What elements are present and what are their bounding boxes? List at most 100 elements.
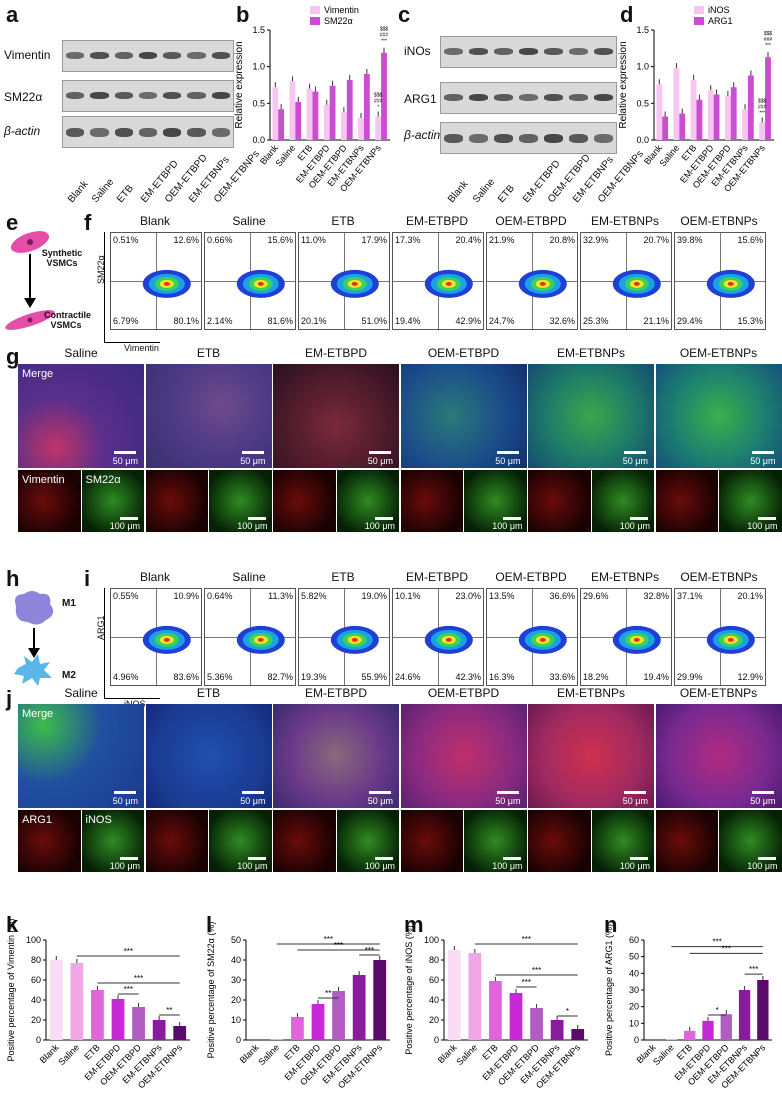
sig-label: *** [522, 935, 531, 944]
y-axis-label: Relative expression [234, 41, 245, 128]
blot-band [569, 48, 588, 55]
sig-label: *** [749, 965, 758, 974]
panel-label-a: a [6, 2, 19, 27]
panel-label-n: n [604, 912, 618, 937]
bar [724, 96, 731, 140]
quadrant-percent: 20.1% [737, 591, 763, 601]
sig-label: *** [365, 946, 374, 955]
arrow-down-icon [28, 648, 40, 658]
green-channel-image: 100 μm [591, 810, 654, 872]
blot-band [163, 92, 182, 99]
blot-band [187, 128, 206, 137]
sig-label: *** [381, 39, 387, 45]
flow-title: ETB [331, 214, 355, 228]
quadrant-percent: 32.8% [643, 591, 669, 601]
quadrant-percent: 19.3% [301, 672, 327, 682]
x-tick-label: Saline [651, 1042, 676, 1067]
blot-band [469, 94, 488, 101]
flow-plot: 39.8% 15.6% 29.4% 15.3% [674, 232, 766, 330]
y-tick-label: 0.5 [252, 98, 265, 108]
bar [323, 104, 330, 140]
quadrant-percent: 16.3% [489, 672, 515, 682]
bar [173, 1026, 187, 1040]
density-plot [330, 269, 379, 298]
y-tick-label: 40 [629, 968, 639, 978]
bar [91, 990, 104, 1040]
density-plot [706, 269, 755, 298]
bar [363, 74, 370, 140]
blot-band [187, 52, 206, 59]
quadrant-percent: 51.0% [361, 316, 387, 326]
flow-title: Blank [139, 570, 171, 584]
lane-label: ETB [114, 183, 136, 206]
density-contour [633, 637, 640, 642]
density-contour [163, 281, 170, 286]
flow-plot: 10.1% 23.0% 24.6% 42.3% [392, 588, 484, 686]
quadrant-percent: 17.3% [395, 235, 421, 245]
density-plot [424, 269, 473, 298]
green-channel-image: 100 μm iNOS [81, 810, 144, 872]
bar [713, 94, 720, 140]
quadrant-percent: 11.3% [268, 591, 293, 601]
quadrant-percent: 83.6% [173, 672, 199, 682]
sig-label: *** [124, 947, 133, 956]
y-tick-label: 1.0 [252, 62, 265, 72]
scale-label: 100 μm [747, 861, 778, 871]
flow-title: EM-ETBPD [405, 570, 468, 584]
bar [656, 84, 663, 140]
y-tick-label: 30 [231, 975, 241, 985]
panel-label-e: e [6, 210, 19, 235]
density-plot [518, 269, 567, 298]
quadrant-percent: 42.9% [455, 316, 481, 326]
diagram-e [5, 231, 55, 330]
bar [702, 1020, 714, 1040]
scale-bar [375, 857, 393, 860]
bar [278, 109, 285, 140]
scale-label: 50 μm [495, 796, 521, 806]
scale-label: 50 μm [622, 796, 648, 806]
bar [550, 1020, 564, 1040]
red-channel-image [400, 810, 463, 872]
density-contour [351, 281, 358, 286]
quadrant-percent: 20.1% [301, 316, 327, 326]
blot-band [494, 48, 513, 55]
quadrant-percent: 12.6% [173, 235, 199, 245]
bar [352, 975, 366, 1040]
scale-bar [502, 517, 521, 520]
merge-image: 50 μm [655, 364, 782, 468]
quadrant-percent: 15.6% [737, 235, 763, 245]
bar [673, 68, 680, 140]
legend-label: iNOS [708, 5, 730, 15]
bar [381, 52, 387, 140]
green-channel-image: 100 μm [209, 810, 272, 872]
panel-label-h: h [6, 566, 20, 591]
green-channel-image: 100 μm [719, 470, 782, 532]
bar [684, 1030, 696, 1040]
scale-label: 50 μm [240, 796, 266, 806]
sig-label: *** [712, 938, 721, 947]
bar [747, 75, 754, 140]
column-header: EM-ETBNPs [556, 686, 625, 700]
quadrant-percent: 42.3% [455, 672, 481, 682]
density-plot [142, 625, 191, 654]
m1-macrophage [15, 591, 54, 625]
blot-band [519, 48, 538, 55]
merge-label: Merge [22, 708, 54, 720]
y-tick-label: 80 [429, 955, 439, 965]
flow-title: OEM-ETBPD [495, 214, 567, 228]
scale-bar [496, 451, 519, 454]
channel-label: Vimentin [22, 474, 65, 486]
density-contour [445, 281, 452, 286]
panel-label-g: g [6, 344, 20, 369]
bar [272, 87, 279, 140]
blot-row-label: iNOs [404, 44, 431, 58]
flow-plot: 0.55% 10.9% 4.96% 83.6% [110, 588, 202, 686]
bar [759, 122, 766, 140]
quadrant-percent: 24.7% [489, 316, 515, 326]
bar [489, 981, 502, 1040]
legend-label: ARG1 [708, 16, 733, 26]
quadrant-percent: 80.1% [173, 316, 199, 326]
blot-strip [440, 122, 617, 154]
